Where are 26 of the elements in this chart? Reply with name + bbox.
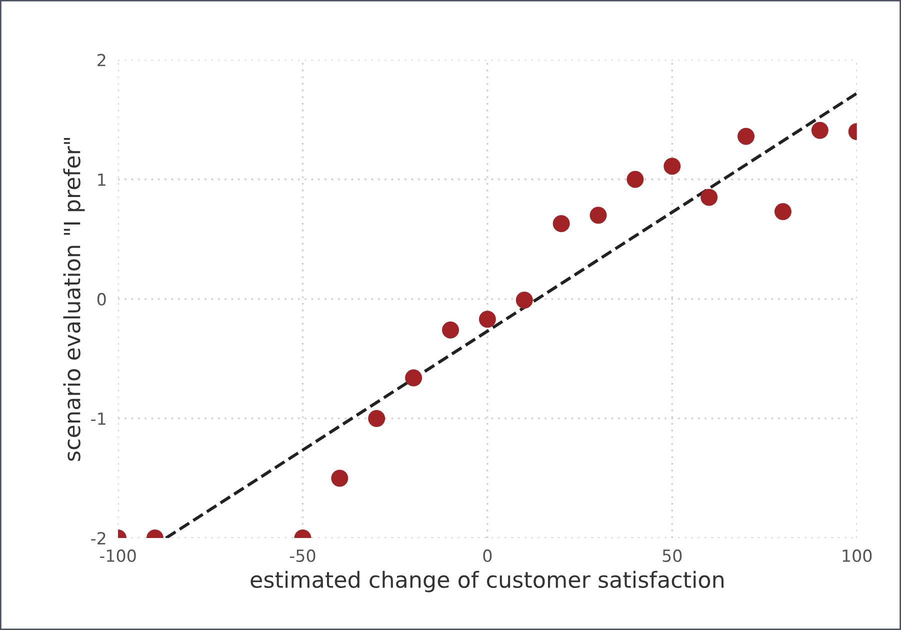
y-tick-label: -2 [91, 532, 106, 544]
point [368, 410, 386, 427]
point [405, 369, 422, 386]
point [478, 310, 496, 328]
point [626, 170, 644, 188]
y-tick-label: 0 [97, 292, 106, 306]
point [700, 188, 718, 206]
point [331, 470, 348, 487]
x-tick-label: 100 [842, 549, 872, 562]
point [552, 215, 570, 232]
point [664, 158, 681, 175]
point [516, 292, 533, 309]
point [590, 206, 607, 224]
y-tick-label: -1 [91, 412, 106, 425]
x-tick-label: -100 [100, 549, 136, 562]
point [811, 122, 828, 139]
x-tick-label: 0 [483, 549, 492, 562]
y-axis-title: scenario evaluation "I prefer" [63, 138, 85, 461]
y-tick-label: 2 [98, 54, 106, 66]
point [774, 203, 792, 220]
x-tick-label: -50 [290, 549, 316, 562]
point [738, 128, 755, 145]
x-tick-label: 50 [662, 549, 682, 562]
y-tick-label: 1 [98, 174, 106, 186]
x-axis-title: estimated change of customer satisfaction [250, 570, 724, 592]
point [442, 322, 460, 339]
